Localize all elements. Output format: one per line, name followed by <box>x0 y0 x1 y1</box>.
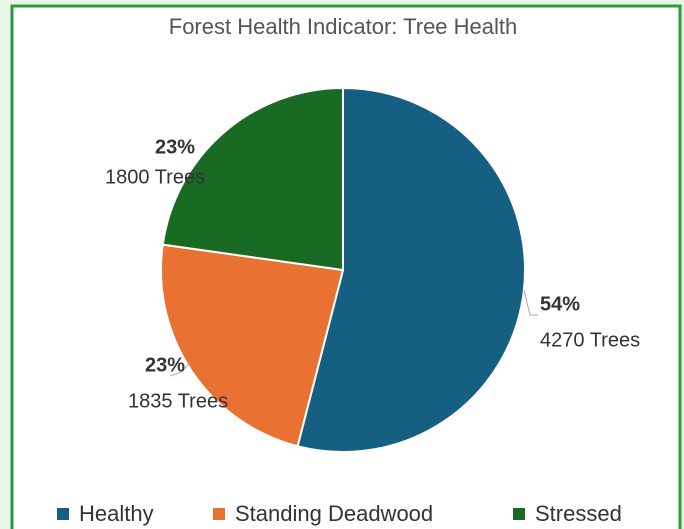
pie-slice <box>161 86 344 272</box>
pie-slice <box>296 86 526 453</box>
legend-swatch <box>57 508 69 520</box>
leader-line <box>169 361 191 377</box>
legend-label: Standing Deadwood <box>235 501 433 526</box>
legend-label: Stressed <box>535 501 622 526</box>
legend-swatch <box>513 508 525 520</box>
value-label: 1835 Trees <box>128 390 228 412</box>
percent-label: 54% <box>540 293 580 315</box>
chart-title: Forest Health Indicator: Tree Health <box>169 14 518 39</box>
pie-slice <box>160 243 345 448</box>
value-label: 1800 Trees <box>105 166 205 188</box>
legend-swatch <box>213 508 225 520</box>
percent-label: 23% <box>145 354 185 376</box>
percent-label: 23% <box>155 136 195 158</box>
leader-line <box>523 289 538 316</box>
value-label: 4270 Trees <box>540 329 640 351</box>
legend-label: Healthy <box>79 501 154 526</box>
